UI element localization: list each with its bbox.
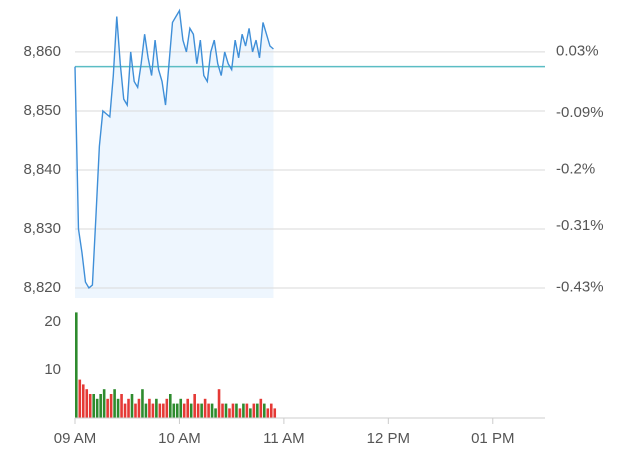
volume-bar xyxy=(162,403,165,418)
volume-bar xyxy=(200,403,203,418)
price-area xyxy=(75,10,274,298)
volume-bar xyxy=(189,403,193,418)
volume-bar xyxy=(137,398,141,418)
y2-tick-label: -0.43% xyxy=(556,279,604,296)
volume-bar xyxy=(269,403,273,418)
volume-bar xyxy=(217,389,221,418)
volume-bar xyxy=(106,398,109,418)
volume-bar xyxy=(224,403,228,418)
volume-bar xyxy=(259,398,263,418)
volume-bar xyxy=(151,403,155,418)
volume-bar xyxy=(102,389,106,418)
volume-bar xyxy=(169,394,172,418)
y-tick-label: 8,820 xyxy=(23,279,61,296)
volume-bar xyxy=(99,394,102,418)
x-tick-label: 11 AM xyxy=(263,430,304,447)
volume-bar xyxy=(144,403,148,418)
volume-bar xyxy=(249,408,252,418)
x-tick-label: 12 PM xyxy=(367,430,410,447)
volume-bar xyxy=(203,398,207,418)
volume-bar xyxy=(273,408,277,418)
volume-bar xyxy=(172,403,176,418)
volume-bar xyxy=(127,398,130,418)
volume-bar xyxy=(252,403,256,418)
y2-tick-label: -0.2% xyxy=(556,161,595,178)
volume-bar xyxy=(193,394,196,418)
volume-bar xyxy=(95,398,99,418)
volume-bar xyxy=(158,403,162,418)
volume-bar xyxy=(242,403,245,418)
volume-bar xyxy=(134,403,137,418)
volume-bar xyxy=(75,312,78,418)
y-tick-label: 8,830 xyxy=(23,220,61,237)
volume-bar xyxy=(92,394,96,418)
y-tick-label: 8,850 xyxy=(23,102,61,119)
x-tick-label: 10 AM xyxy=(158,430,201,447)
volume-bar xyxy=(186,398,190,418)
volume-bar xyxy=(238,408,242,418)
volume-tick-label: 10 xyxy=(44,361,61,378)
volume-bar xyxy=(235,403,238,418)
volume-bar xyxy=(207,403,210,418)
volume-bar xyxy=(228,408,231,418)
volume-bar xyxy=(245,403,249,418)
volume-bar xyxy=(113,389,116,418)
volume-bar xyxy=(263,403,266,418)
volume-tick-label: 20 xyxy=(44,313,61,330)
volume-bar xyxy=(148,398,151,418)
volume-bar xyxy=(165,398,169,418)
y2-tick-label: -0.31% xyxy=(556,217,604,234)
volume-bar xyxy=(120,394,123,418)
volume-bar xyxy=(196,403,200,418)
y-tick-label: 8,840 xyxy=(23,161,61,178)
y2-tick-label: 0.03% xyxy=(556,42,599,59)
x-tick-label: 01 PM xyxy=(471,430,514,447)
volume-bar xyxy=(78,379,82,418)
price-line xyxy=(74,8,274,290)
volume-bar xyxy=(175,403,179,418)
volume-bar xyxy=(81,384,85,418)
volume-bar xyxy=(231,403,235,418)
volume-bar xyxy=(109,394,113,418)
volume-bar xyxy=(221,403,224,418)
volume-bar xyxy=(214,408,217,418)
volume-bar xyxy=(210,403,214,418)
volume-bar xyxy=(88,394,92,418)
volume-bar xyxy=(256,403,259,418)
volume-bar xyxy=(182,403,186,418)
volume-bar xyxy=(116,398,120,418)
y2-tick-label: -0.09% xyxy=(556,104,604,121)
volume-bar xyxy=(130,394,134,418)
volume-bar xyxy=(155,398,158,418)
volume-bar xyxy=(179,398,183,418)
y-tick-label: 8,860 xyxy=(23,43,61,60)
x-tick-label: 09 AM xyxy=(54,430,97,447)
volume-bar xyxy=(141,389,144,418)
volume-bar xyxy=(123,403,127,418)
volume-bar xyxy=(85,389,89,418)
volume-bar xyxy=(266,408,270,418)
